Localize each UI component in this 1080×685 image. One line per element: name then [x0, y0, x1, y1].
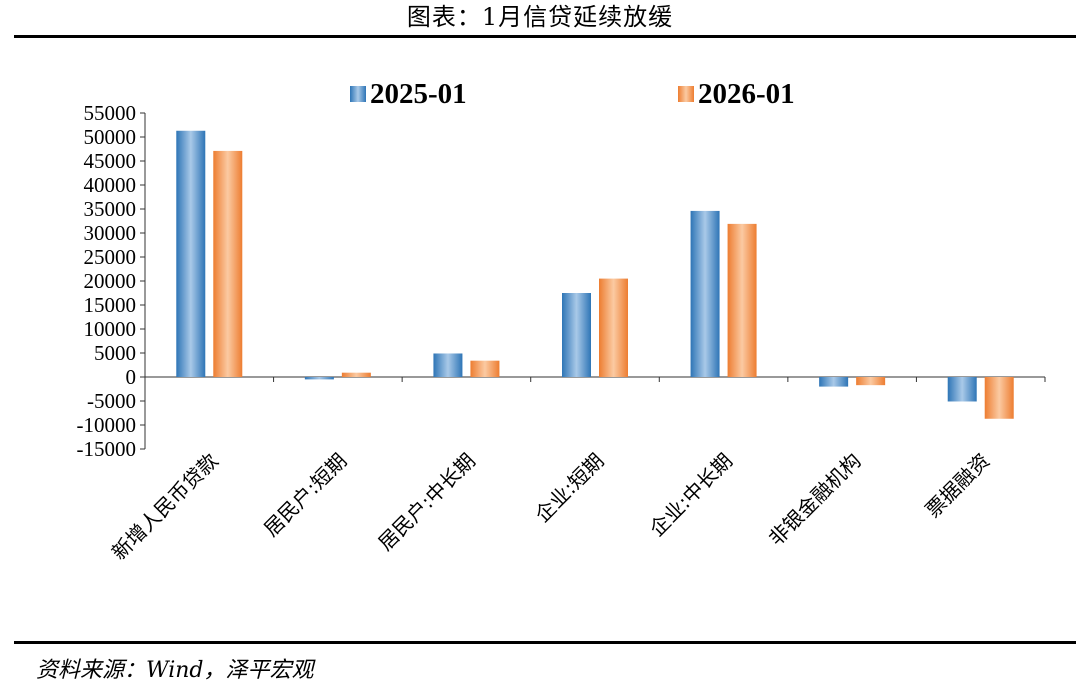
y-tick-label: 0	[126, 365, 137, 389]
y-tick-label: -10000	[77, 413, 137, 437]
legend: 2025-01 2026-01	[350, 78, 795, 110]
legend-swatch-2025-01	[350, 86, 366, 102]
bars	[176, 130, 1014, 419]
bar-2026-01	[341, 372, 371, 377]
bar-2025-01	[304, 377, 334, 380]
bar-2025-01	[176, 130, 206, 377]
source-note: 资料来源：Wind，泽平宏观	[36, 658, 314, 683]
y-tick-label: 5000	[94, 341, 136, 365]
x-category-label: 居民户:中长期	[373, 449, 480, 556]
y-tick-label: 40000	[84, 173, 137, 197]
x-category-label: 企业:中长期	[645, 449, 737, 541]
y-tick-label: 25000	[84, 245, 137, 269]
y-tick-label: -15000	[77, 437, 137, 461]
top-rule	[14, 35, 1076, 38]
bar-2026-01	[984, 377, 1014, 419]
bar-2025-01	[433, 353, 463, 377]
x-category-label: 非银金融机构	[764, 449, 866, 551]
bar-2026-01	[470, 360, 500, 377]
bar-2025-01	[562, 293, 591, 377]
bar-2026-01	[213, 150, 243, 377]
y-tick-label: 45000	[84, 149, 137, 173]
y-tick-label: -5000	[87, 389, 136, 413]
y-tick-label: 10000	[84, 317, 137, 341]
x-category-label: 新增人民币贷款	[107, 449, 223, 565]
y-tick-label: 50000	[84, 125, 137, 149]
x-category-label: 居民户:短期	[259, 449, 351, 541]
legend-label-2026-01: 2026-01	[698, 78, 795, 110]
bar-2026-01	[856, 377, 886, 386]
y-tick-label: 35000	[84, 197, 137, 221]
bar-2025-01	[819, 377, 849, 387]
legend-label-2025-01: 2025-01	[370, 78, 467, 110]
bar-2026-01	[727, 223, 757, 377]
bar-chart: -15000-10000-500005000100001500020000250…	[77, 78, 1046, 565]
y-tick-label: 20000	[84, 269, 137, 293]
x-category-label: 企业:短期	[530, 449, 608, 527]
chart-title: 图表：1月信贷延续放缓	[406, 3, 674, 31]
bar-2026-01	[599, 278, 628, 377]
bottom-rule	[14, 641, 1076, 644]
y-tick-label: 30000	[84, 221, 137, 245]
bar-2025-01	[947, 377, 977, 402]
x-category-label: 票据融资	[921, 449, 995, 523]
bar-2025-01	[690, 210, 720, 377]
legend-swatch-2026-01	[678, 86, 694, 102]
y-tick-label: 15000	[84, 293, 137, 317]
y-tick-label: 55000	[84, 101, 137, 125]
